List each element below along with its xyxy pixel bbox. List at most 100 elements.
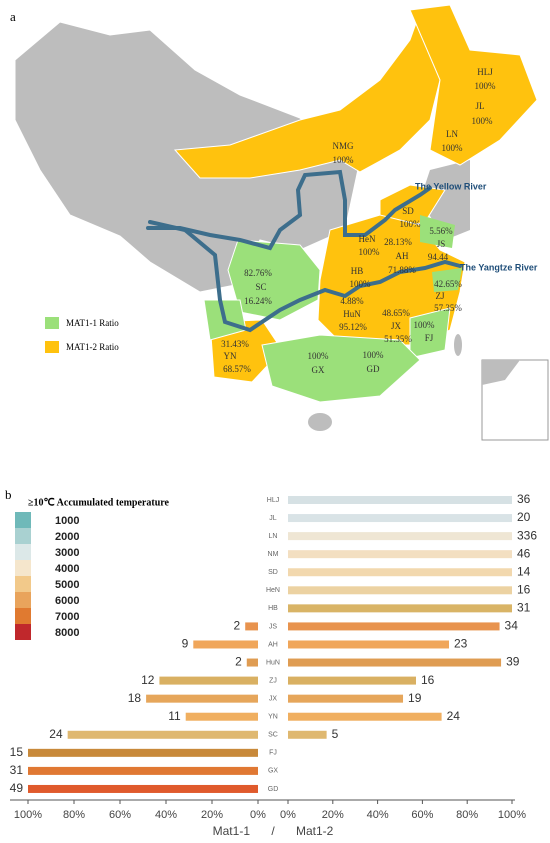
province-code: HLJ: [477, 67, 493, 77]
province-code: NMG: [332, 141, 354, 151]
category-label: AH: [268, 641, 278, 648]
province-code: JX: [391, 321, 402, 331]
count-label: 2: [234, 619, 241, 633]
province-code: LN: [446, 129, 458, 139]
count-label: 9: [182, 637, 189, 651]
x-tick-label: 40%: [155, 809, 177, 821]
count-label: 39: [506, 655, 520, 669]
legend-swatch: [45, 317, 59, 329]
count-label: 19: [408, 691, 422, 705]
province-code: JL: [476, 101, 485, 111]
x-tick-label: 60%: [109, 809, 131, 821]
category-label: SC: [268, 732, 278, 739]
color-scale-swatch: [15, 608, 31, 624]
category-label: JS: [269, 623, 278, 630]
count-label: 16: [421, 673, 435, 687]
x-tick-label: 80%: [456, 809, 478, 821]
category-label: LN: [269, 533, 278, 540]
color-scale-swatch: [15, 528, 31, 544]
bar: [288, 676, 416, 685]
province-code: JS: [437, 239, 446, 249]
color-scale-label: 1000: [55, 515, 79, 527]
bar: [288, 694, 404, 703]
count-label: 34: [505, 619, 519, 633]
count-label: 24: [49, 727, 63, 741]
count-label: 31: [10, 763, 24, 777]
category-label: ZJ: [269, 677, 277, 684]
province-code: YN: [224, 351, 237, 361]
province-ratio: 100%: [400, 219, 422, 229]
province-ratio: 100%: [333, 155, 355, 165]
color-scale-swatch: [15, 560, 31, 576]
category-label: HB: [268, 605, 278, 612]
province-code: SD: [402, 206, 414, 216]
count-label: 336: [517, 528, 537, 542]
count-label: 20: [517, 510, 531, 524]
province-ratio: 100%: [308, 351, 330, 361]
map: a The Yellow River The Yangtze River HLJ…: [10, 4, 549, 441]
x-tick-label: 100%: [14, 809, 42, 821]
bar: [288, 568, 512, 577]
province-ratio: 42.65%: [434, 279, 462, 289]
color-scale-title: ≥10℃ Accumulated temperature: [28, 497, 170, 508]
province-ratio: 82.76%: [244, 268, 272, 278]
category-label: NM: [268, 551, 279, 558]
province-code: GX: [312, 365, 325, 375]
category-label: FJ: [269, 750, 277, 757]
category-label: HeN: [266, 587, 280, 594]
panel-label: a: [10, 9, 16, 24]
bar: [288, 640, 450, 649]
bar: [28, 748, 258, 757]
province-code: HuN: [343, 309, 361, 319]
x-tick-label: 20%: [201, 809, 223, 821]
province-code: SC: [255, 282, 266, 292]
bar: [67, 730, 258, 739]
x-tick-label: 60%: [411, 809, 433, 821]
island: [454, 334, 462, 356]
province-ratio: 28.13%: [384, 237, 412, 247]
inset-land: [482, 360, 520, 385]
color-scale-label: 4000: [55, 563, 79, 575]
bar: [288, 730, 327, 739]
legend-label: MAT1-2 Ratio: [66, 342, 119, 352]
province-ratio: 5.56%: [429, 226, 453, 236]
bar: [288, 712, 442, 721]
bar: [288, 604, 512, 613]
count-label: 14: [517, 564, 531, 578]
color-scale-swatch: [15, 544, 31, 560]
bar: [193, 640, 258, 649]
color-scale-label: 7000: [55, 611, 79, 623]
river: [146, 169, 432, 251]
province-code: GD: [367, 364, 380, 374]
color-scale-label: 6000: [55, 595, 79, 607]
x-tick-label: 0%: [280, 809, 296, 821]
legend-swatch: [45, 341, 59, 353]
count-label: 46: [517, 546, 531, 560]
region-green: [432, 268, 462, 292]
province-code: HB: [351, 266, 364, 276]
category-label: HuN: [266, 659, 280, 666]
count-label: 16: [517, 582, 531, 596]
province-ratio: 48.65%: [382, 308, 410, 318]
map-legend: MAT1-1 Ratio MAT1-2 Ratio: [45, 317, 119, 353]
count-label: 24: [447, 709, 461, 723]
bar: [159, 676, 258, 685]
province-ratio: 57.35%: [434, 303, 462, 313]
count-label: 11: [168, 709, 181, 723]
province-ratio: 4.88%: [340, 296, 364, 306]
river-label: The Yellow River: [415, 181, 487, 191]
category-label: JX: [269, 696, 278, 703]
bar: [245, 622, 258, 631]
count-label: 12: [141, 673, 155, 687]
province-code: FJ: [425, 333, 434, 343]
province-ratio: 100%: [442, 143, 464, 153]
x-tick-label: 20%: [322, 809, 344, 821]
x-tick-label: 40%: [367, 809, 389, 821]
province-ratio: 31.43%: [221, 339, 249, 349]
color-scale-swatch: [15, 624, 31, 640]
count-label: 18: [128, 691, 142, 705]
category-label: HLJ: [267, 497, 279, 504]
province-code: AH: [396, 251, 409, 261]
bar: [288, 532, 512, 541]
province-ratio: 100%: [359, 247, 381, 257]
